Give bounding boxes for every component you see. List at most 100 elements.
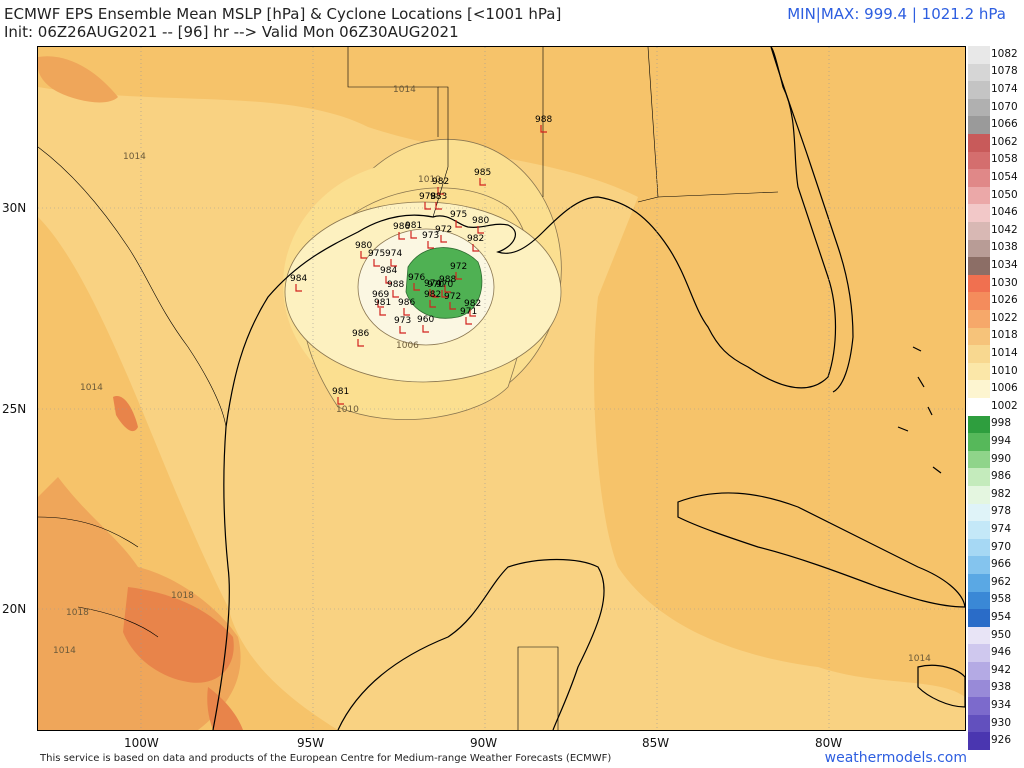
colorbar-label: 930 [991, 716, 1012, 729]
colorbar-label: 1034 [991, 259, 1018, 271]
isobar-label: 1014 [908, 654, 931, 664]
footer-credit: This service is based on data and produc… [40, 753, 612, 764]
svg-text:976: 976 [408, 273, 425, 283]
svg-text:978: 978 [419, 192, 436, 202]
cyclone-location: 974 [385, 249, 402, 267]
isobar-labels: 1014 1014 1014 1018 1018 1014 1014 1010 … [53, 85, 931, 664]
svg-text:970: 970 [427, 280, 444, 290]
map-title: ECMWF EPS Ensemble Mean MSLP [hPa] & Cyc… [4, 5, 562, 23]
cyclone-location: 988 [387, 280, 404, 298]
colorbar-swatch [968, 415, 990, 434]
colorbar-label: 990 [991, 452, 1012, 465]
colorbar-label: 934 [991, 699, 1012, 711]
cyclone-location: 981 [332, 387, 349, 405]
pressure-field-1018-north [38, 56, 118, 103]
colorbar-label: 1026 [991, 294, 1018, 307]
svg-text:988: 988 [535, 115, 552, 125]
cyclone-location: 972 [444, 292, 461, 310]
colorbar-label: 1078 [991, 65, 1018, 78]
svg-text:982: 982 [424, 290, 441, 300]
colorbar-swatch [968, 609, 990, 628]
colorbar-label: 1066 [991, 118, 1018, 131]
colorbar-swatch [968, 697, 990, 716]
cyclone-location: 984 [380, 266, 397, 284]
pressure-field-1010-1014 [38, 87, 965, 730]
colorbar-label: 994 [991, 435, 1012, 447]
svg-text:972: 972 [435, 225, 452, 235]
colorbar-label: 946 [991, 646, 1012, 659]
colorbar-swatch [968, 345, 990, 364]
colorbar-swatch [968, 98, 990, 117]
svg-text:971: 971 [460, 307, 477, 317]
colorbar-label: 1062 [991, 135, 1018, 148]
colorbar-swatch [968, 327, 990, 346]
brand-link[interactable]: weathermodels.com [824, 750, 967, 766]
svg-text:988: 988 [439, 275, 456, 285]
svg-text:982: 982 [432, 177, 449, 187]
cyclone-location: 986 [398, 298, 415, 316]
svg-text:981: 981 [405, 221, 422, 231]
colorbar-label: 1030 [991, 276, 1018, 289]
svg-text:960: 960 [417, 315, 434, 325]
cyclone-location: 983 [430, 192, 447, 210]
svg-text:974: 974 [385, 249, 402, 259]
colorbar-swatch [968, 398, 990, 417]
hispaniola-coast [917, 664, 965, 708]
svg-text:984: 984 [380, 266, 397, 276]
colorbar-label: 1006 [991, 382, 1018, 395]
cyclone-location: 960 [417, 315, 434, 333]
svg-text:988: 988 [387, 280, 404, 290]
colorbar-label: 974 [991, 523, 1012, 535]
colorbar-swatch [968, 257, 990, 276]
colorbar-swatch [968, 662, 990, 681]
svg-text:984: 984 [290, 274, 307, 284]
colorbar-swatch [968, 574, 990, 593]
cyclone-location: 981 [374, 298, 391, 316]
colorbar-swatch [968, 239, 990, 258]
cyclone-location: 975 [450, 210, 467, 228]
colorbar-swatch [968, 591, 990, 610]
svg-text:975: 975 [450, 210, 467, 220]
colorbar-swatch [968, 433, 990, 452]
pressure-field-1022-patch [113, 396, 138, 432]
svg-text:982: 982 [467, 234, 484, 244]
colorbar-label: 966 [991, 558, 1012, 571]
colorbar-swatch [968, 468, 990, 487]
cyclone-location: 985 [474, 168, 491, 186]
colorbar-swatch [968, 714, 990, 733]
colorbar-swatch [968, 732, 990, 751]
gulf-coastline [212, 47, 837, 730]
colorbar-swatch [968, 310, 990, 329]
svg-text:980: 980 [472, 216, 489, 226]
cyclone-location: 982 [464, 299, 481, 317]
map-canvas: 1014 1014 1014 1018 1018 1014 1014 1010 … [38, 47, 965, 730]
cyclone-location: 974 [424, 279, 441, 297]
colorbar-swatch [968, 134, 990, 153]
svg-text:975: 975 [368, 249, 385, 259]
colorbar-swatch [968, 362, 990, 381]
colorbar-swatch [968, 81, 990, 100]
colorbar-swatch [968, 626, 990, 645]
cyclone-location: 969 [372, 290, 389, 308]
svg-text:983: 983 [430, 192, 447, 202]
isobar-label: 1006 [396, 341, 419, 351]
isobar-label: 1010 [336, 405, 359, 415]
border-texas-oklahoma [347, 47, 439, 137]
colorbar-label: 1038 [991, 241, 1018, 254]
svg-text:986: 986 [398, 298, 415, 308]
colorbar-swatch [968, 151, 990, 170]
lon-label: 90W [470, 736, 498, 750]
coastlines [212, 47, 965, 730]
colorbar-label: 982 [991, 487, 1012, 500]
cyclone-location: 988 [439, 275, 456, 293]
colorbar-swatch [968, 486, 990, 505]
colorbar-legend: 1082 1078 1074 1070 1066 1062 1058 1054 1050 1046… [968, 46, 1024, 751]
svg-text:969: 969 [372, 290, 389, 300]
svg-text:980: 980 [355, 241, 372, 251]
cyclone-location: 975 [368, 249, 385, 267]
cyclone-location: 986 [352, 329, 369, 347]
map-panel: 1014 1014 1014 1018 1018 1014 1014 1010 … [37, 46, 966, 731]
colorbar-label: 986 [991, 470, 1012, 483]
svg-text:972: 972 [444, 292, 461, 302]
